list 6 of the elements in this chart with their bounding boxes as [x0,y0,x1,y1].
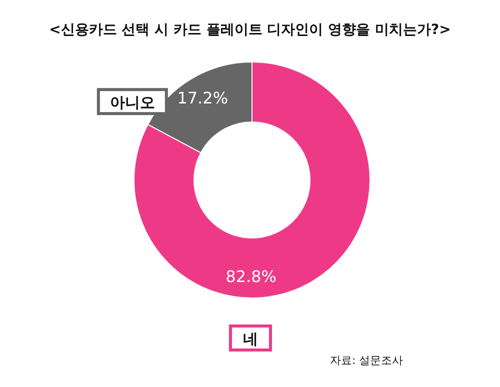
chart-title: <신용카드 선택 시 카드 플레이트 디자인이 영향을 미치는가?> [49,22,451,38]
text: 자료: 설문조사 [330,354,404,367]
data-label: 17.2% [177,88,228,108]
data-label: 82.8% [226,266,276,286]
slice-label: 아니오 [110,94,155,112]
slice-label: 네 [242,330,258,348]
